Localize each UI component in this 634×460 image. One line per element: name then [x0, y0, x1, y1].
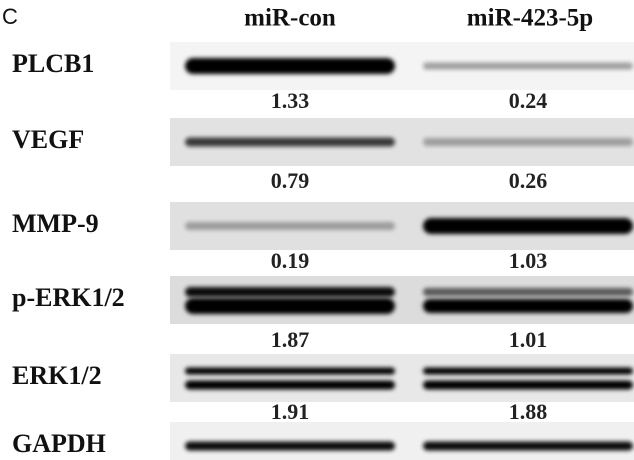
quantification-value: 1.88 [509, 399, 548, 424]
quantification-value: 0.19 [271, 248, 310, 273]
quantification-value: 0.26 [509, 168, 548, 193]
column-header: miR-423-5p [467, 5, 593, 32]
protein-band [185, 58, 395, 74]
blot-figure: C miR-con miR-423-5p PLCB1 1.33 0.24 VEGF 0.… [0, 0, 634, 460]
protein-band [423, 442, 633, 451]
protein-label: MMP-9 [12, 209, 99, 238]
protein-band [185, 368, 395, 375]
quantification-value: 0.24 [509, 88, 548, 113]
blot-strip [170, 354, 634, 402]
protein-label: PLCB1 [12, 49, 94, 78]
quantification-value: 1.91 [271, 399, 310, 424]
blot-strip [170, 422, 634, 460]
protein-band [423, 288, 633, 296]
protein-label: GAPDH [12, 429, 106, 458]
quantification-value: 1.01 [509, 327, 548, 352]
protein-band [185, 381, 395, 390]
protein-band [423, 63, 633, 70]
quantification-value: 1.33 [271, 88, 310, 113]
protein-band [423, 381, 633, 390]
protein-band [185, 442, 395, 451]
column-header: miR-con [244, 5, 336, 32]
protein-band [185, 287, 395, 297]
protein-band [185, 298, 395, 314]
protein-band [423, 299, 633, 313]
quantification-value: 0.79 [271, 168, 310, 193]
protein-band [185, 138, 395, 147]
quantification-value: 1.03 [509, 248, 548, 273]
protein-label: p-ERK1/2 [12, 283, 125, 312]
protein-band [423, 138, 633, 146]
protein-label: VEGF [12, 125, 84, 154]
protein-band [185, 222, 395, 230]
panel-label: C [2, 4, 18, 29]
protein-band [423, 218, 633, 234]
protein-band [423, 368, 633, 375]
quantification-value: 1.87 [271, 327, 310, 352]
protein-label: ERK1/2 [12, 361, 102, 390]
